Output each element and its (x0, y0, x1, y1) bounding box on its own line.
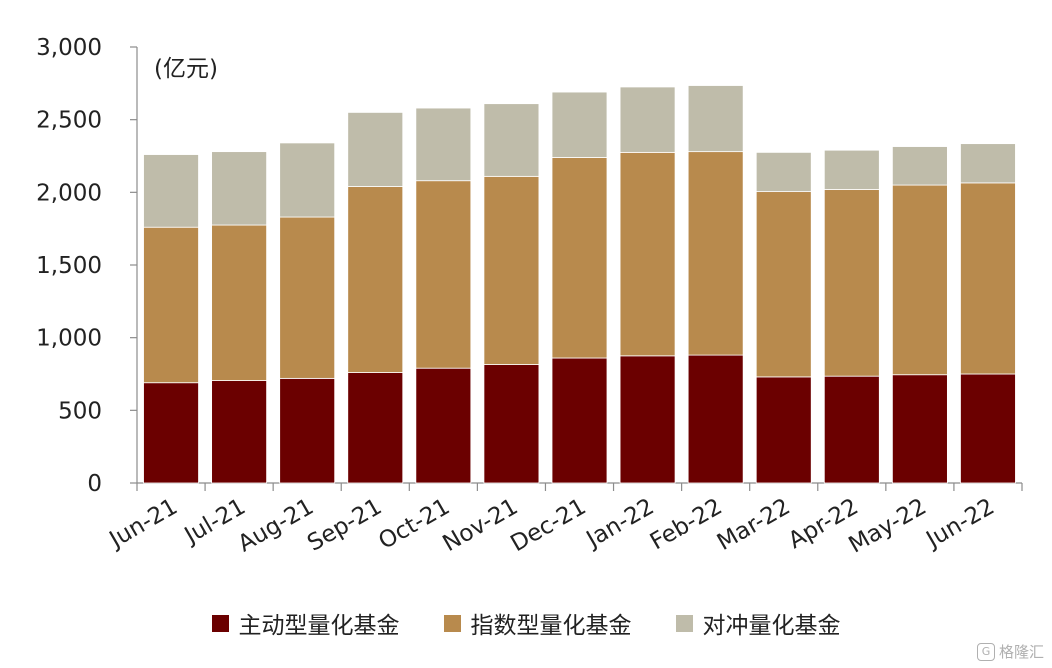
bar-segment-0 (347, 372, 404, 484)
y-tick-label: 2,500 (36, 108, 102, 134)
g-logo-icon: G (976, 642, 995, 661)
bars (143, 85, 1016, 484)
bar-segment-0 (755, 376, 812, 484)
bar-segment-0 (483, 364, 540, 484)
bar-segment-2 (347, 112, 404, 187)
bar-segment-1 (211, 224, 268, 381)
bar-segment-1 (279, 216, 336, 379)
bar-segment-2 (823, 149, 880, 190)
stacked-bar-chart: 0 500 1,000 1,500 2,000 2,500 3,000 Jun-21Jul-… (36, 35, 1023, 559)
bar-segment-2 (619, 86, 676, 153)
x-tick-label: Mar-22 (713, 494, 795, 556)
x-tick-label: Jun-21 (104, 494, 182, 554)
y-tick-label: 3,000 (36, 35, 102, 61)
bar-segment-2 (143, 154, 199, 228)
y-tick-label: 0 (87, 471, 102, 497)
bar-segment-0 (415, 367, 472, 484)
bar-segment-1 (551, 157, 608, 359)
x-tick-label: Aug-21 (234, 494, 318, 558)
bar-segment-1 (823, 189, 880, 377)
bar-segment-1 (483, 175, 540, 365)
x-tick-label: Feb-22 (646, 494, 727, 556)
x-tick-label: Oct-21 (374, 494, 454, 555)
bar-segment-1 (755, 191, 812, 378)
bar-segment-2 (551, 91, 608, 158)
y-tick-label: 1,500 (36, 253, 102, 279)
watermark: G 格隆汇 (976, 641, 1044, 662)
bar-segment-1 (347, 186, 404, 373)
x-tick-label: Nov-21 (439, 494, 523, 557)
bar-segment-0 (143, 382, 199, 484)
legend-label-active-quant: 主动型量化基金 (238, 613, 400, 639)
bar-segment-2 (960, 143, 1016, 184)
bar-segment-2 (279, 142, 336, 218)
bar-segment-1 (687, 151, 744, 356)
bar-segment-0 (960, 373, 1016, 484)
x-tick-label: May-22 (845, 494, 931, 559)
watermark-text: 格隆汇 (998, 643, 1044, 661)
bar-segment-1 (415, 180, 472, 369)
bar-segment-0 (279, 377, 336, 484)
legend-swatch-hedge-quant (675, 614, 693, 632)
bar-segment-2 (687, 85, 744, 153)
legend-item-index-quant: 指数型量化基金 (443, 606, 632, 640)
x-tick-label: Sep-21 (303, 494, 386, 557)
legend-item-hedge-quant: 对冲量化基金 (675, 606, 841, 640)
bar-segment-0 (619, 355, 676, 484)
x-tick-label: Jan-22 (581, 494, 659, 554)
bar-segment-0 (551, 357, 608, 484)
bar-segment-0 (687, 354, 744, 484)
bar-segment-2 (483, 103, 540, 177)
bar-segment-1 (619, 151, 676, 357)
bar-segment-2 (891, 146, 948, 186)
y-tick-label: 1,000 (36, 326, 102, 352)
x-tick-label: Jun-22 (921, 494, 999, 554)
legend-swatch-active-quant (211, 614, 229, 632)
bar-segment-2 (211, 151, 268, 226)
bar-segment-1 (891, 184, 948, 376)
y-tick-label: 500 (58, 398, 102, 424)
x-axis: Jun-21Jul-21Aug-21Sep-21Oct-21Nov-21Dec-… (104, 482, 1023, 559)
bar-segment-1 (143, 226, 199, 384)
legend-item-active-quant: 主动型量化基金 (211, 606, 400, 640)
x-tick-label: Dec-21 (506, 494, 590, 558)
unit-label: (亿元) (154, 56, 218, 82)
legend: 主动型量化基金 指数型量化基金 对冲量化基金 (0, 606, 1052, 640)
bar-segment-2 (755, 151, 812, 193)
bar-segment-0 (891, 374, 948, 484)
legend-label-hedge-quant: 对冲量化基金 (702, 613, 841, 639)
bar-segment-0 (211, 380, 268, 484)
y-tick-label: 2,000 (36, 180, 102, 206)
bar-segment-2 (415, 107, 472, 182)
legend-swatch-index-quant (443, 614, 461, 632)
legend-label-index-quant: 指数型量化基金 (470, 613, 632, 639)
bar-segment-0 (823, 375, 880, 484)
bar-segment-1 (960, 182, 1016, 375)
y-axis: 0 500 1,000 1,500 2,000 2,500 3,000 (36, 35, 138, 497)
